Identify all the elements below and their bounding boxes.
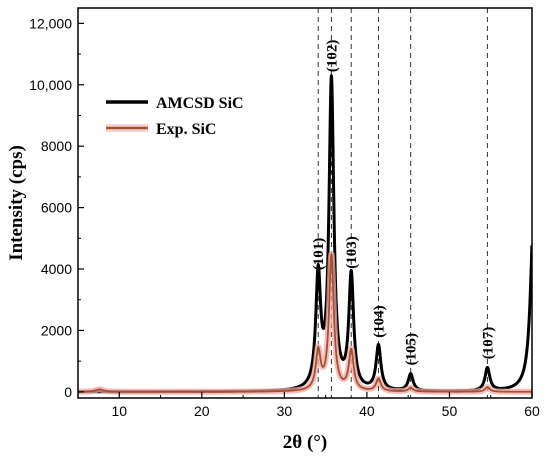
x-tick-label-1: 20 <box>194 403 210 419</box>
y-tick-label-1: 2000 <box>41 322 72 338</box>
x-tick-label-0: 10 <box>111 403 127 419</box>
y-tick-label-4: 8000 <box>41 138 72 154</box>
x-tick-label-4: 50 <box>442 403 458 419</box>
series-lines <box>78 74 532 395</box>
y-tick-label-3: 6000 <box>41 200 72 216</box>
axes: 10 20 30 40 50 60 0 2000 4000 6000 8000 10,000 12,00… <box>29 15 540 419</box>
y-tick-label-5: 10,000 <box>29 77 72 93</box>
peak-label-2: (103) <box>344 236 360 269</box>
peak-label-3: (104) <box>371 305 387 338</box>
plot-frame <box>77 7 533 399</box>
x-axis-title: 2θ (°) <box>283 432 327 453</box>
series-line-amcsd <box>78 74 532 394</box>
legend-label-exp: Exp. SiC <box>156 121 216 138</box>
legend-label-amcsd: AMCSD SiC <box>156 95 244 112</box>
x-tick-label-5: 60 <box>524 403 540 419</box>
y-axis-title: Intensity (cps) <box>6 145 27 261</box>
series-line-exp <box>78 253 532 393</box>
peak-label-5: (107) <box>480 327 496 359</box>
series-glow-exp <box>78 251 532 395</box>
peak-label-4: (105) <box>404 333 420 366</box>
y-tick-label-0: 0 <box>64 384 72 400</box>
x-tick-label-3: 40 <box>359 403 375 419</box>
peak-labels: (101) (102) (103) (104) (105) (107) <box>311 40 496 366</box>
y-tick-label-2: 4000 <box>41 261 72 277</box>
legend: AMCSD SiC Exp. SiC <box>106 95 244 138</box>
peak-label-0: (101) <box>311 238 327 271</box>
y-tick-label-6: 12,000 <box>29 15 72 31</box>
peak-guide-lines <box>317 8 488 398</box>
x-tick-label-2: 30 <box>277 403 293 419</box>
peak-label-1: (102) <box>324 40 340 73</box>
